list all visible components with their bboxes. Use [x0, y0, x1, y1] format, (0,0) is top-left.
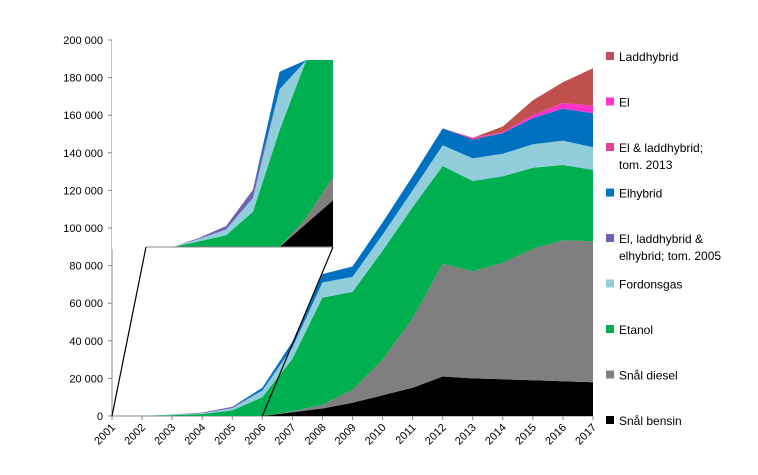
area-sn-l-bensin [112, 376, 593, 416]
x-tick-label: 2005 [213, 422, 239, 448]
x-tick-label: 2014 [483, 422, 509, 448]
area-fordonsgas [112, 140, 593, 416]
x-tick-label: 2004 [183, 422, 209, 448]
legend-label: Snål diesel [619, 369, 678, 383]
y-tick-label: 180 000 [63, 73, 103, 85]
inset-connector-right [261, 246, 334, 417]
area-etanol [112, 165, 593, 416]
x-tick-label: 2009 [333, 422, 359, 448]
x-tick-label: 2006 [243, 422, 269, 448]
y-tick-label: 140 000 [63, 148, 103, 160]
legend-swatch [606, 143, 614, 151]
legend-swatch [606, 234, 614, 242]
x-tick-label: 2017 [573, 422, 599, 448]
inset-area-etanol [146, 60, 333, 247]
legend-swatch [606, 52, 614, 60]
inset-zoom [111, 38, 335, 417]
area-laddhybrid [112, 68, 593, 416]
inset-area-sn-l-bensin [146, 200, 333, 247]
x-axis: 2001 2002 2003 2004 2005 2006 2007 2008 2009 2010… [92, 415, 599, 448]
y-tick-label: 200 000 [63, 35, 103, 47]
x-tick-label: 2011 [394, 422, 419, 447]
area-sn-l-diesel [112, 240, 593, 416]
legend-swatch [606, 325, 614, 333]
x-tick-label: 2015 [513, 422, 539, 448]
legend-label: tom. 2013 [619, 158, 673, 172]
legend-label: Laddhybrid [619, 50, 678, 64]
x-tick-label: 2012 [423, 422, 449, 448]
x-tick-label: 2001 [92, 422, 118, 448]
legend-swatch [606, 279, 614, 288]
y-tick-label: 160 000 [63, 110, 103, 122]
legend-swatch [606, 97, 614, 106]
y-axis: 0 20 000 40 000 60 000 80 000 100 000 120 000 1… [63, 35, 113, 423]
inset-area-el-laddhybrid-elhybrid-tom-2005 [146, 60, 333, 247]
y-tick-label: 120 000 [63, 185, 103, 197]
legend-swatch [606, 416, 614, 424]
area-series-group [112, 68, 593, 416]
x-tick-label: 2016 [543, 422, 569, 448]
y-tick-label: 0 [97, 411, 103, 423]
legend-label: Fordonsgas [619, 278, 682, 292]
inset-connector-left [111, 246, 147, 417]
y-tick-label: 60 000 [69, 298, 103, 310]
legend-label: Elhybrid [619, 187, 662, 201]
x-tick-label: 2002 [122, 422, 148, 448]
y-tick-label: 20 000 [69, 373, 103, 385]
x-tick-label: 2010 [363, 422, 389, 448]
y-tick-label: 80 000 [69, 261, 103, 273]
y-tick-label: 40 000 [69, 336, 103, 348]
y-tick-label: 100 000 [63, 223, 103, 235]
legend-label: El & laddhybrid; [619, 141, 703, 155]
x-tick-label: 2007 [273, 422, 299, 448]
x-tick-label: 2013 [453, 422, 479, 448]
legend-label: elhybrid; tom. 2005 [619, 249, 721, 263]
legend-swatch [606, 370, 614, 379]
area-elhybrid [112, 108, 593, 416]
legend-swatch [606, 188, 614, 197]
legend-label: Snål bensin [619, 414, 682, 428]
inset-area-fordonsgas [146, 60, 333, 247]
x-tick-label: 2003 [152, 422, 178, 448]
legend: Laddhybrid El El & laddhybrid; tom. 2013 Elh… [606, 50, 721, 428]
legend-label: Etanol [619, 323, 653, 337]
legend-label: El [619, 96, 630, 110]
x-tick-label: 2008 [303, 422, 329, 448]
legend-label: El, laddhybrid & [619, 232, 703, 246]
